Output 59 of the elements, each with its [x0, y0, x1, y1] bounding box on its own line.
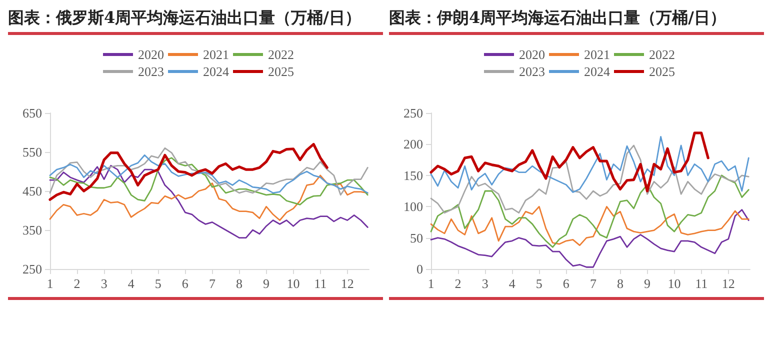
y-tick-label: 250: [22, 262, 42, 276]
x-tick-label: 1: [46, 276, 54, 291]
line-series: [430, 132, 710, 192]
x-tick-label: 10: [286, 276, 300, 291]
y-tick-label: 150: [404, 168, 423, 183]
legend-label: 2020: [138, 47, 164, 62]
line-series: [430, 136, 750, 193]
legend-label: 2021: [584, 47, 610, 62]
chart-title: 图表：伊朗4周平均海运石油出口量（万桶/日）: [389, 8, 727, 29]
x-tick-label: 11: [695, 276, 708, 291]
legend-label: 2025: [649, 64, 675, 79]
x-tick-label: 5: [154, 276, 162, 291]
line-series: [430, 206, 750, 246]
line-series: [430, 144, 750, 214]
x-tick-label: 1: [428, 276, 434, 291]
x-tick-label: 2: [454, 276, 462, 291]
x-tick-label: 6: [562, 276, 570, 291]
x-tick-label: 7: [590, 276, 597, 291]
y-tick-label: 200: [404, 136, 423, 152]
x-tick-label: 5: [536, 276, 542, 291]
x-tick-label: 11: [314, 276, 327, 291]
x-tick-label: 9: [263, 276, 270, 291]
chart-title: 图表：俄罗斯4周平均海运石油出口量（万桶/日）: [8, 8, 362, 29]
line-series: [48, 142, 328, 201]
legend-label: 2025: [268, 64, 294, 79]
x-tick-label: 6: [182, 276, 189, 291]
y-tick-label: 350: [22, 222, 42, 238]
x-tick-label: 7: [208, 276, 216, 291]
y-tick-label: 550: [22, 144, 42, 160]
legend-label: 2021: [203, 47, 229, 62]
y-tick-label: 250: [404, 106, 423, 120]
x-tick-label: 12: [722, 276, 735, 291]
y-tick-label: 100: [404, 199, 423, 214]
line-series: [49, 164, 368, 238]
y-tick-label: 650: [22, 106, 42, 120]
x-tick-label: 4: [128, 276, 135, 291]
x-tick-label: 10: [668, 276, 681, 291]
x-tick-label: 3: [482, 276, 488, 291]
legend-label: 2020: [519, 47, 545, 62]
y-tick-label: 450: [22, 184, 42, 198]
x-tick-label: 8: [616, 276, 624, 291]
x-tick-label: 9: [644, 276, 651, 291]
x-tick-label: 3: [100, 276, 108, 291]
y-tick-label: 0: [416, 262, 423, 276]
legend-label: 2024: [584, 64, 610, 79]
line-series: [49, 154, 368, 194]
legend-label: 2022: [268, 47, 294, 62]
x-tick-label: 12: [340, 276, 354, 291]
x-tick-label: 2: [74, 276, 80, 291]
y-tick-label: 50: [410, 230, 423, 246]
legend-label: 2023: [138, 64, 164, 79]
line-series: [49, 147, 368, 196]
x-tick-label: 4: [508, 276, 516, 291]
legend-label: 2024: [203, 64, 230, 79]
legend-label: 2023: [519, 64, 545, 79]
legend-label: 2022: [649, 47, 675, 62]
line-series: [430, 174, 750, 248]
line-series: [49, 157, 368, 206]
x-tick-label: 8: [236, 276, 242, 291]
